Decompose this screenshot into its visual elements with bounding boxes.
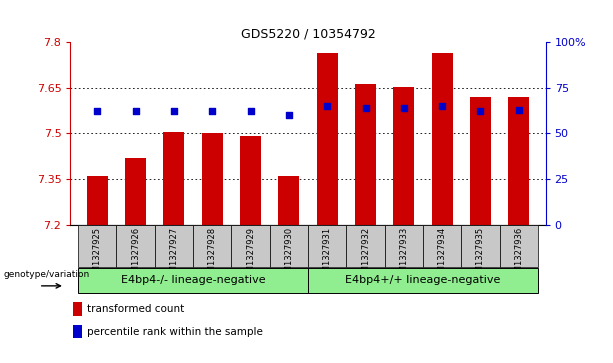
Point <box>93 109 102 114</box>
Bar <box>78 268 308 293</box>
Text: transformed count: transformed count <box>88 304 185 314</box>
Point <box>399 105 409 111</box>
Bar <box>73 302 82 316</box>
Bar <box>394 87 414 225</box>
Point <box>437 103 447 109</box>
Bar <box>508 97 529 225</box>
Bar <box>240 136 261 225</box>
Bar <box>278 176 299 225</box>
Bar <box>78 225 116 267</box>
Bar <box>308 225 346 267</box>
Text: E4bp4-/- lineage-negative: E4bp4-/- lineage-negative <box>121 276 265 285</box>
Text: GSM1327928: GSM1327928 <box>208 227 217 283</box>
Bar <box>470 97 491 225</box>
Point <box>207 109 217 114</box>
Text: GSM1327935: GSM1327935 <box>476 227 485 283</box>
Text: GSM1327932: GSM1327932 <box>361 227 370 283</box>
Bar <box>270 225 308 267</box>
Text: GSM1327936: GSM1327936 <box>514 227 524 284</box>
Bar <box>87 176 108 225</box>
Point <box>514 107 524 113</box>
Bar <box>432 53 452 225</box>
Bar <box>193 225 232 267</box>
Bar <box>125 158 146 225</box>
Bar <box>355 84 376 225</box>
Bar <box>232 225 270 267</box>
Bar <box>423 225 462 267</box>
Bar <box>155 225 193 267</box>
Text: GSM1327927: GSM1327927 <box>169 227 178 283</box>
Point <box>322 103 332 109</box>
Text: genotype/variation: genotype/variation <box>4 270 89 279</box>
Bar <box>385 225 423 267</box>
Text: GSM1327926: GSM1327926 <box>131 227 140 283</box>
Point <box>169 109 179 114</box>
Text: GSM1327929: GSM1327929 <box>246 227 255 283</box>
Text: E4bp4+/+ lineage-negative: E4bp4+/+ lineage-negative <box>345 276 501 285</box>
Text: GSM1327931: GSM1327931 <box>322 227 332 283</box>
Title: GDS5220 / 10354792: GDS5220 / 10354792 <box>241 28 375 41</box>
Bar <box>116 225 155 267</box>
Bar <box>164 132 185 225</box>
Bar <box>346 225 385 267</box>
Text: GSM1327933: GSM1327933 <box>399 227 408 284</box>
Bar <box>73 325 82 338</box>
Text: GSM1327925: GSM1327925 <box>93 227 102 283</box>
Point <box>246 109 256 114</box>
Point <box>131 109 140 114</box>
Point <box>284 112 294 118</box>
Bar <box>317 53 338 225</box>
Bar <box>500 225 538 267</box>
Bar <box>462 225 500 267</box>
Text: percentile rank within the sample: percentile rank within the sample <box>88 327 264 337</box>
Text: GSM1327930: GSM1327930 <box>284 227 294 283</box>
Bar <box>308 268 538 293</box>
Point <box>360 105 370 111</box>
Bar <box>202 133 223 225</box>
Point <box>476 109 485 114</box>
Text: GSM1327934: GSM1327934 <box>438 227 447 283</box>
